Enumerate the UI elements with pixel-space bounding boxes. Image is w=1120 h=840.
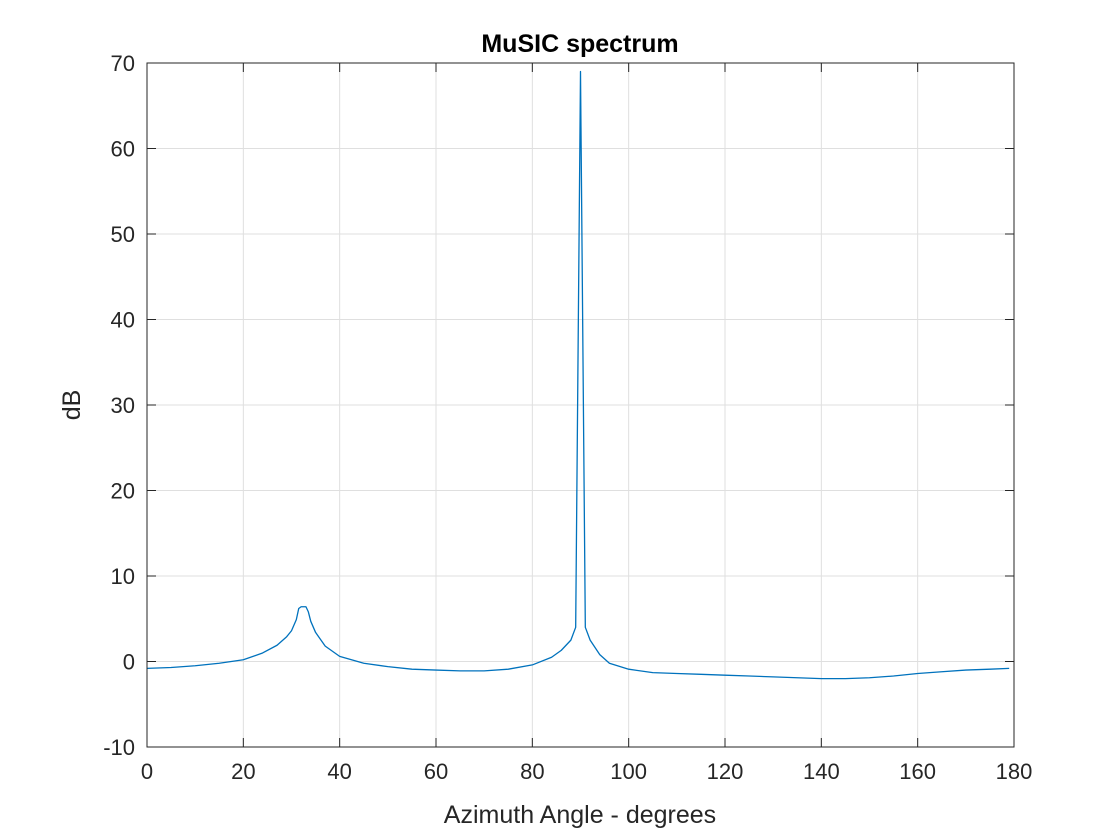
spectrum-line [146,70,1010,680]
x-tick-label: 60 [424,759,448,784]
x-tick-label: 80 [520,759,544,784]
y-tick-label: 60 [111,137,135,162]
y-tick-label: 0 [123,650,135,675]
x-tick-label: 120 [707,759,744,784]
series-layer [146,70,1010,680]
y-tick-label: 30 [111,393,135,418]
y-tick-label: 10 [111,564,135,589]
grid-lines [147,63,1014,747]
x-tick-label: 100 [610,759,647,784]
x-tick-label: 40 [327,759,351,784]
y-tick-label: 20 [111,479,135,504]
y-tick-label: 50 [111,222,135,247]
y-tick-label: 70 [111,51,135,76]
x-axis-label: Azimuth Angle - degrees [444,801,716,829]
y-axis-label: dB [58,390,86,421]
x-tick-label: 20 [231,759,255,784]
tick-marks [146,62,1015,748]
x-tick-label: 140 [803,759,840,784]
chart-title: MuSIC spectrum [481,30,678,58]
y-tick-label: 40 [111,308,135,333]
x-tick-label: 0 [141,759,153,784]
y-tick-label: -10 [103,735,135,760]
x-tick-label: 160 [899,759,936,784]
tick-labels: 0 20 40 60 80 100 120 140 160 180-100102030405060… [103,51,1032,784]
x-tick-label: 180 [996,759,1033,784]
